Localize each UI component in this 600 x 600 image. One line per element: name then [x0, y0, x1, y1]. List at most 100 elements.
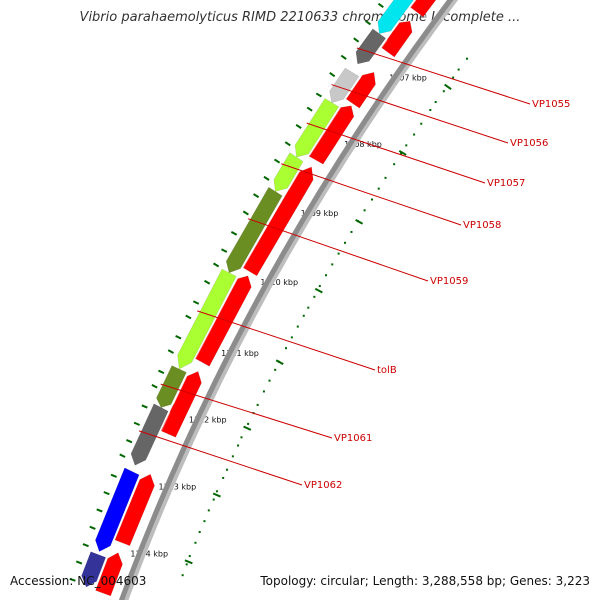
- reverse-gene-10: [95, 467, 140, 552]
- inner-tick: [230, 231, 238, 236]
- backbone: [119, 0, 454, 600]
- inner-tick: [212, 262, 220, 268]
- reverse-gene-2-shade: [371, 38, 388, 61]
- scale-dot: [194, 541, 197, 544]
- inner-tick: [158, 369, 165, 375]
- gene-label: VP1055: [532, 99, 570, 110]
- reverse-gene-3-shade: [345, 76, 361, 98]
- scale-dot: [185, 563, 188, 566]
- gene-leader: [247, 218, 429, 282]
- kbp-tick: [398, 149, 407, 156]
- inner-tick: [141, 404, 148, 409]
- scale-dot: [247, 422, 250, 425]
- gene-leader: [331, 84, 509, 144]
- scale-dot: [207, 509, 210, 512]
- scale-dot: [212, 498, 215, 501]
- scale-dot: [285, 347, 288, 350]
- reverse-gene-4-shade: [308, 106, 341, 156]
- kbp-tick: [314, 287, 323, 294]
- gene-leader: [356, 47, 531, 105]
- scale-dot: [302, 314, 305, 317]
- inner-tick: [192, 300, 200, 305]
- kbp-label: 1111 kbp: [221, 349, 259, 358]
- scale-dot: [222, 476, 225, 479]
- gene-leader: [306, 122, 486, 184]
- inner-tick: [151, 383, 158, 389]
- gene-label: VP1056: [510, 138, 548, 149]
- inner-tick: [167, 349, 174, 354]
- scale-dot: [296, 325, 299, 328]
- reverse-gene-8: [156, 365, 187, 408]
- reverse-gene-4: [294, 98, 340, 158]
- reverse-gene-5: [273, 152, 304, 192]
- reverse-gene-6: [225, 186, 283, 274]
- scale-dot: [290, 336, 293, 339]
- scale-dot: [420, 122, 423, 125]
- scale-dot: [325, 274, 328, 277]
- reverse-gene-1-shade: [392, 0, 417, 31]
- inner-tick: [82, 543, 89, 548]
- inner-tick: [242, 210, 249, 216]
- scale-dot: [429, 109, 432, 112]
- scale-dot: [350, 230, 353, 233]
- scale-dot: [274, 368, 277, 371]
- scale-dot: [313, 295, 316, 298]
- inner-tick: [96, 508, 103, 513]
- kbp-tick: [444, 83, 452, 91]
- inner-tick: [103, 491, 110, 496]
- inner-tick: [126, 439, 133, 444]
- kbp-tick: [212, 492, 221, 498]
- kbp-tick: [184, 559, 193, 565]
- scale-dot: [370, 198, 373, 201]
- inner-tick: [175, 335, 182, 340]
- forward-gene-8: [114, 473, 155, 547]
- inner-tick: [306, 106, 313, 112]
- gene-label: VP1059: [430, 276, 468, 287]
- forward-gene-6-shade: [209, 288, 253, 368]
- inner-tick: [221, 248, 228, 253]
- scale-dot: [393, 163, 396, 166]
- forward-gene-1-shade: [423, 0, 439, 19]
- scale-dot: [307, 306, 310, 309]
- kbp-label: 1114 kbp: [130, 549, 168, 558]
- inner-tick: [353, 37, 360, 43]
- forward-gene-2-shade: [394, 34, 413, 59]
- scale-dot: [400, 152, 403, 155]
- forward-gene-5: [242, 166, 314, 277]
- gene-label: tolB: [377, 365, 397, 376]
- forward-gene-3: [345, 72, 376, 109]
- reverse-gene-10-shade: [110, 475, 142, 547]
- gene-labels: VP1055 VP1056 VP1057 VP1058 VP1059 tolB VP1061…: [138, 47, 570, 491]
- kbp-label: 1107 kbp: [389, 74, 427, 83]
- inner-tick: [340, 54, 347, 60]
- reverse-gene-8-shade: [172, 372, 189, 405]
- reverse-gene-2: [355, 28, 387, 65]
- gene-label: VP1061: [334, 433, 372, 444]
- forward-gene-9: [95, 552, 123, 597]
- kbp-tick: [355, 218, 364, 225]
- forward-gene-4-shade: [323, 118, 355, 166]
- inner-tick: [185, 314, 192, 320]
- kbp-label: 1110 kbp: [260, 278, 298, 287]
- inner-tick: [365, 20, 372, 26]
- reverse-gene-7: [177, 268, 237, 370]
- gene-leader: [160, 383, 333, 439]
- forward-gene-7-shade: [176, 384, 204, 439]
- forward-gene-2: [381, 20, 413, 58]
- kbp-labels: 1107 kbp 1108 kbp 1109 kbp 1110 kbp 1111 kbp…: [130, 74, 426, 559]
- scale-dot: [268, 379, 271, 382]
- kbp-label: 1112 kbp: [189, 416, 227, 425]
- scale-dot: [363, 209, 366, 212]
- inner-ticks: [69, 2, 384, 582]
- kbp-ticks: [184, 83, 452, 565]
- reverse-gene-11-shade: [97, 557, 109, 582]
- kbp-label: 1108 kbp: [344, 140, 382, 149]
- scale-dot: [405, 144, 408, 147]
- inner-tick: [133, 421, 140, 426]
- forward-gene-5-shade: [257, 181, 315, 278]
- inner-tick: [69, 577, 76, 582]
- inner-tick: [377, 2, 384, 9]
- gene-leader: [281, 163, 462, 226]
- scale-dot: [198, 530, 201, 533]
